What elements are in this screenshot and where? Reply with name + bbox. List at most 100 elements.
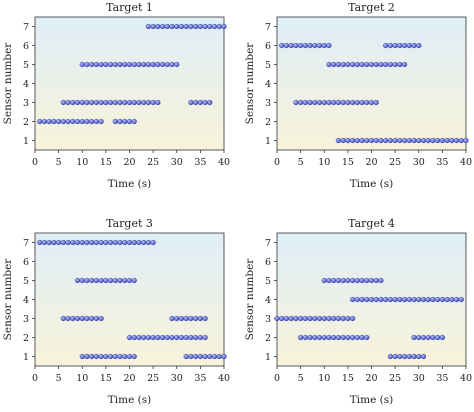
data-point (65, 239, 71, 246)
data-point (425, 296, 431, 303)
data-point (397, 137, 403, 144)
data-point (150, 61, 156, 68)
data-point (368, 61, 375, 68)
x-tick-label: 25 (147, 157, 159, 168)
data-point (340, 334, 346, 341)
data-point (340, 137, 346, 144)
data-point (51, 118, 57, 125)
data-point (411, 296, 417, 303)
data-point (316, 315, 323, 322)
data-point (117, 99, 123, 106)
data-point (79, 353, 85, 360)
data-point (373, 296, 379, 303)
data-point (174, 334, 180, 341)
data-point (136, 61, 142, 68)
data-point (65, 99, 71, 106)
data-point (202, 99, 208, 106)
data-point (406, 296, 412, 303)
data-point (122, 99, 128, 106)
data-point (112, 239, 118, 246)
data-point (425, 334, 431, 341)
y-tick-label: 3 (23, 98, 29, 109)
data-point (368, 296, 375, 303)
data-point (98, 61, 104, 68)
data-point (174, 61, 180, 68)
data-point (117, 277, 123, 284)
data-point (131, 99, 137, 106)
data-point (74, 99, 81, 106)
data-point (112, 118, 118, 125)
data-point (335, 334, 342, 341)
data-point (207, 353, 213, 360)
data-point (283, 42, 290, 49)
data-point (302, 334, 308, 341)
data-point (60, 315, 66, 322)
x-tick-label: 25 (389, 157, 401, 168)
data-point (326, 61, 332, 68)
data-point (416, 137, 422, 144)
x-tick-label: 10 (318, 157, 330, 168)
data-point (178, 23, 185, 30)
data-point (345, 137, 351, 144)
data-point (112, 277, 118, 284)
data-point (193, 23, 199, 30)
data-point (174, 315, 180, 322)
x-tick-label: 40 (218, 373, 230, 384)
data-point (207, 23, 213, 30)
data-point (117, 239, 123, 246)
data-point (288, 42, 294, 49)
data-point (93, 353, 100, 360)
data-point (378, 296, 384, 303)
data-point (350, 277, 356, 284)
data-point (321, 42, 327, 49)
data-point (293, 315, 299, 322)
panel-target-4: Target 4 Time (s) Sensor number 0 5 10 15 20… (244, 217, 472, 406)
data-point (453, 137, 460, 144)
data-point (202, 334, 208, 341)
data-point (354, 277, 360, 284)
data-point (444, 137, 450, 144)
data-point (387, 137, 394, 144)
data-point (122, 239, 128, 246)
data-point (98, 277, 104, 284)
data-point (164, 61, 170, 68)
x-tick-label: 0 (32, 157, 38, 168)
data-point (340, 277, 346, 284)
y-tick-label: 3 (265, 98, 271, 109)
data-point (307, 42, 313, 49)
data-point (131, 334, 137, 341)
data-point (345, 61, 351, 68)
data-point (126, 99, 133, 106)
y-tick-label: 5 (265, 60, 271, 71)
data-point (401, 296, 408, 303)
data-point (131, 118, 137, 125)
data-point (93, 315, 100, 322)
data-point (416, 353, 422, 360)
x-tick-label: 5 (298, 373, 304, 384)
y-axis-label: Sensor number (2, 42, 14, 125)
data-point (93, 61, 100, 68)
data-point (202, 23, 208, 30)
data-point (326, 334, 332, 341)
data-point (345, 315, 351, 322)
data-point (145, 99, 152, 106)
data-markers (37, 23, 227, 125)
data-point (307, 315, 313, 322)
data-point (340, 99, 346, 106)
y-tick-label: 3 (265, 314, 271, 325)
data-point (169, 23, 175, 30)
data-point (126, 239, 133, 246)
data-point (98, 315, 104, 322)
data-point (70, 239, 76, 246)
data-point (84, 118, 90, 125)
y-tick-label: 2 (265, 333, 271, 344)
data-point (107, 277, 114, 284)
data-point (331, 334, 337, 341)
x-tick-label: 15 (342, 157, 354, 168)
x-tick-label: 35 (436, 373, 448, 384)
x-tick-label: 25 (147, 373, 159, 384)
x-tick-label: 10 (76, 373, 88, 384)
data-point (435, 334, 441, 341)
data-point (37, 118, 43, 125)
data-point (378, 61, 384, 68)
